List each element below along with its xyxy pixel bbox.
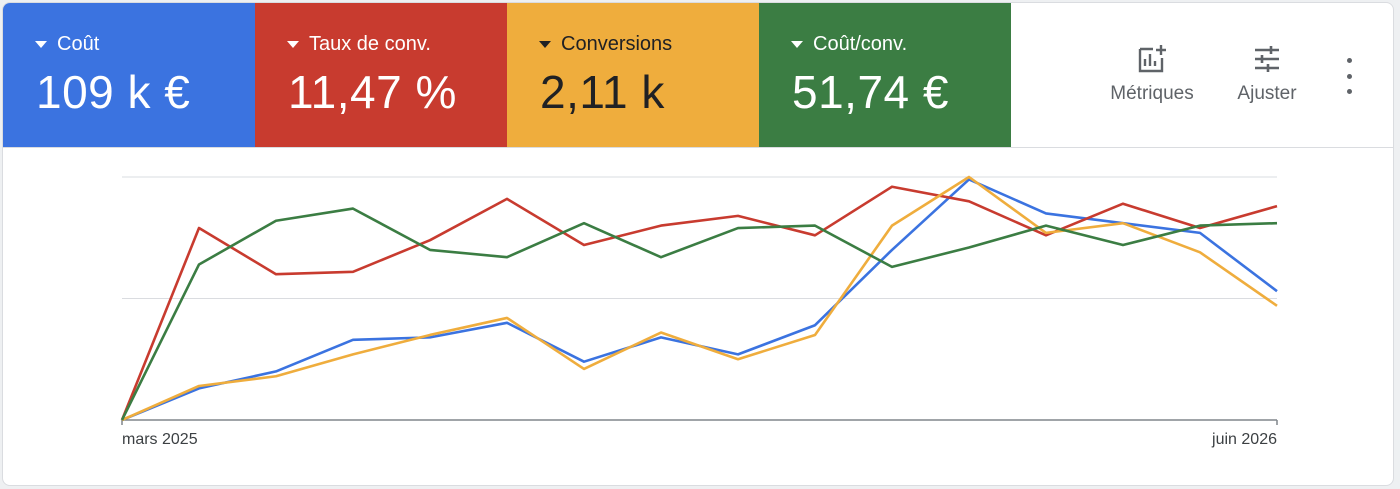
metrics-row: Coût 109 k € Taux de conv. 11,47 % Conve… <box>3 3 1393 148</box>
metric-value: 109 k € <box>36 66 191 118</box>
add-chart-icon <box>1138 45 1166 73</box>
caret-down-icon <box>35 40 47 48</box>
metric-tile-header: Coût <box>35 31 99 57</box>
series-line <box>121 175 1278 422</box>
metric-value: 51,74 € <box>792 66 949 118</box>
x-tick-label-end: juin 2026 <box>1211 431 1277 448</box>
metric-label: Coût <box>57 32 100 55</box>
series-line <box>120 207 1278 421</box>
kebab-dot <box>1346 58 1352 63</box>
adjust-button-label: Ajuster <box>1237 83 1297 104</box>
metric-tile-header: Taux de conv. <box>287 31 431 57</box>
metric-label: Taux de conv. <box>309 32 431 55</box>
metric-value: 2,11 k <box>540 66 665 118</box>
metric-tile-header: Conversions <box>539 31 672 57</box>
metric-label: Coût/conv. <box>813 32 908 55</box>
metric-tile-conversions[interactable]: Conversions 2,11 k <box>507 3 759 147</box>
series-line <box>121 178 1278 422</box>
metric-value: 11,47 % <box>288 66 457 118</box>
metric-tile-header: Coût/conv. <box>791 31 907 57</box>
series-line <box>120 185 1278 421</box>
metric-tile-conversion-rate[interactable]: Taux de conv. 11,47 % <box>255 3 507 147</box>
more-vert-icon[interactable] <box>1335 58 1363 94</box>
tune-icon <box>1255 46 1279 72</box>
line-chart: mars 2025 juin 2026 <box>3 149 1393 485</box>
metric-tile-cost-per-conversion[interactable]: Coût/conv. 51,74 € <box>759 3 1011 147</box>
kebab-dot <box>1346 73 1352 79</box>
kebab-dot <box>1346 89 1352 94</box>
caret-down-icon <box>791 40 803 48</box>
metrics-button[interactable]: Métriques <box>1103 43 1201 113</box>
x-tick-label-start: mars 2025 <box>122 431 198 448</box>
metric-tile-cost[interactable]: Coût 109 k € <box>3 3 255 147</box>
caret-down-icon <box>539 40 551 48</box>
caret-down-icon <box>287 40 299 48</box>
metrics-button-label: Métriques <box>1110 83 1194 104</box>
metric-label: Conversions <box>561 32 673 55</box>
adjust-button[interactable]: Ajuster <box>1229 43 1305 113</box>
line-chart-svg: mars 2025 juin 2026 <box>120 175 1278 448</box>
